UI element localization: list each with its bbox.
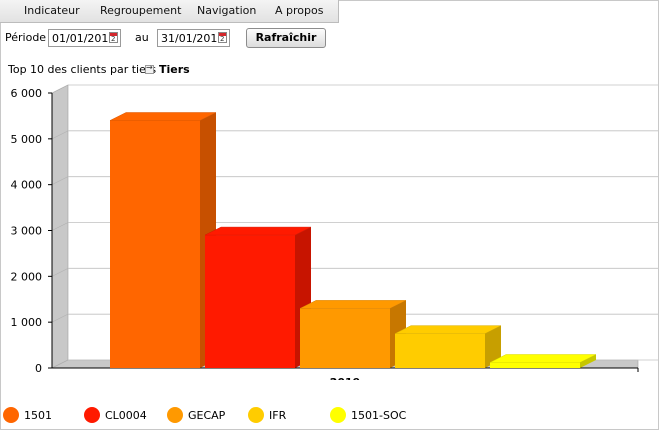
legend-swatch-1501-SOC <box>330 407 346 423</box>
bar-top-CL0004 <box>204 226 312 236</box>
menu-navigation[interactable]: Navigation <box>197 4 257 17</box>
y-tick-label: 2 000 <box>11 270 43 283</box>
bar-IFR <box>395 333 485 368</box>
end-date-input[interactable] <box>161 31 217 45</box>
y-tick-label: 1 000 <box>11 316 43 329</box>
menu-indicateur[interactable]: Indicateur <box>24 4 80 17</box>
legend-label: GECAP <box>188 409 226 422</box>
menu-a-propos[interactable]: A propos <box>275 4 324 17</box>
legend-label: CL0004 <box>105 409 147 422</box>
report-title: Top 10 des clients par tiers <box>8 63 157 76</box>
bar-top-IFR <box>394 325 502 334</box>
legend-label: 1501 <box>24 409 52 422</box>
bar-GECAP <box>300 308 390 368</box>
start-date-input[interactable] <box>52 31 108 45</box>
legend-swatch-CL0004 <box>84 407 100 423</box>
period-label: Période <box>5 31 47 44</box>
y-tick-label: 6 000 <box>11 87 43 100</box>
wall-gridline <box>51 130 69 140</box>
calendar-icon[interactable] <box>218 32 227 43</box>
bar-1501 <box>110 120 200 368</box>
y-tick-label: 3 000 <box>11 225 43 238</box>
bar-top-GECAP <box>299 300 407 309</box>
calendar-icon[interactable] <box>109 32 118 43</box>
legend-swatch-1501 <box>3 407 19 423</box>
wall-gridline <box>51 84 69 94</box>
bar-1501-SOC <box>490 362 580 368</box>
x-tick-label: 2019 <box>330 376 361 380</box>
bar-top-1501-SOC <box>489 354 597 363</box>
end-date-field[interactable] <box>157 29 230 47</box>
menu-regroupement[interactable]: Regroupement <box>100 4 182 17</box>
between-label: au <box>135 31 149 44</box>
refresh-button[interactable]: Rafraîchir <box>246 28 326 48</box>
legend-label: 1501-SOC <box>351 409 407 422</box>
legend-swatch-GECAP <box>167 407 183 423</box>
bar-CL0004 <box>205 235 295 368</box>
bar-side-1501-SOC <box>580 354 596 368</box>
bar-chart: 0 1 000 2 000 3 000 4 000 5 000 6 000 2019 <box>11 84 658 380</box>
wall-gridline <box>51 359 69 369</box>
drill-arrow-icon[interactable] <box>145 63 154 74</box>
y-tick-label: 5 000 <box>11 133 43 146</box>
bar-top-1501 <box>109 112 217 121</box>
wall-gridline <box>51 313 69 323</box>
legend-label: IFR <box>269 409 287 422</box>
legend-swatch-IFR <box>248 407 264 423</box>
wall-gridline <box>51 222 69 231</box>
start-date-field[interactable] <box>48 29 121 47</box>
y-tick-label: 0 <box>35 362 42 375</box>
wall-gridline <box>51 268 69 277</box>
menu-bar: Indicateur Regroupement Navigation A pro… <box>0 0 339 23</box>
grouping-link[interactable]: Tiers <box>159 63 190 76</box>
bar-side-IFR <box>485 325 501 368</box>
y-tick-label: 4 000 <box>11 179 43 192</box>
wall-gridline <box>51 176 69 185</box>
